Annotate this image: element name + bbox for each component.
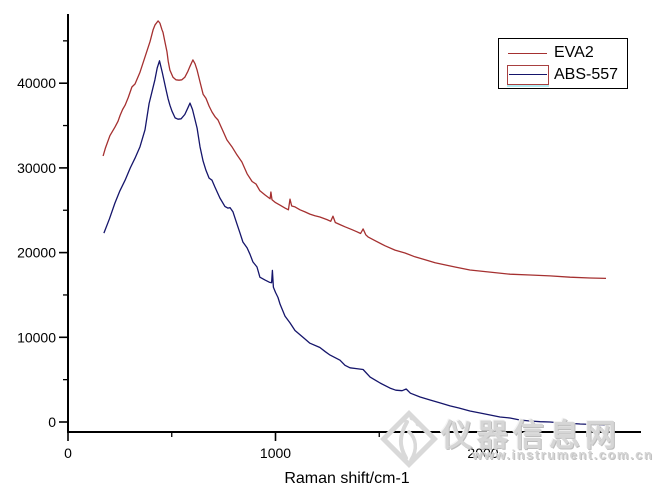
x-tick-label: 1000 [260, 445, 291, 461]
legend-label-eva2: EVA2 [554, 44, 594, 61]
legend-selection-box [507, 65, 549, 85]
legend-box: EVA2 ABS-557 [498, 38, 628, 89]
legend-entry-eva2: EVA2 [499, 44, 627, 73]
x-tick-label: 0 [64, 445, 72, 461]
curve-abs-557 [103, 60, 606, 426]
curve-eva2 [102, 20, 607, 280]
y-tick-label: 40000 [17, 75, 56, 91]
legend-extra-cyan-line [507, 85, 549, 87]
legend-entry-abs557: ABS-557 [499, 65, 627, 95]
y-tick-label: 30000 [17, 160, 56, 176]
x-axis-title: Raman shift/cm-1 [284, 470, 410, 487]
legend-line-abs557 [509, 74, 547, 75]
legend-label-abs557: ABS-557 [554, 66, 619, 83]
y-tick-label: 0 [48, 414, 56, 430]
y-tick-label: 20000 [17, 245, 56, 261]
legend-line-eva2 [508, 53, 547, 54]
x-tick-label: 2000 [467, 445, 498, 461]
y-tick-label: 10000 [17, 329, 56, 345]
